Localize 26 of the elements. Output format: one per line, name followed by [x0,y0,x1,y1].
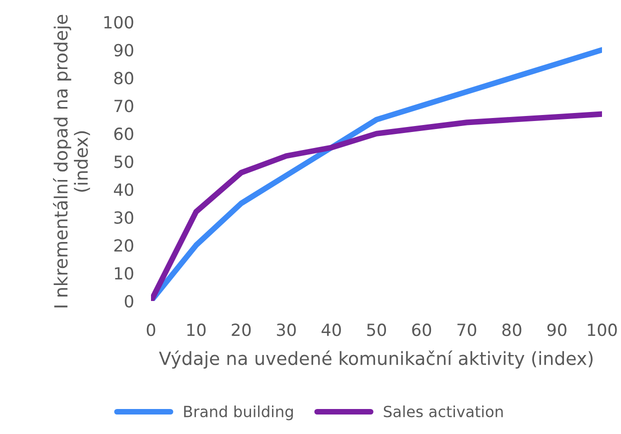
x-tick-label: 10 [187,324,206,336]
y-tick-label: 80 [114,72,134,84]
y-tick-label: 60 [114,128,134,140]
y-tick-label: 20 [114,239,134,252]
y-tick-label: 10 [114,267,134,280]
x-tick-label: 40 [322,324,341,336]
y-tick-label: 40 [114,183,134,196]
y-tick-label: 30 [114,211,134,224]
x-tick-label: 20 [232,324,251,336]
x-tick-label: 70 [457,324,476,336]
y-tick-label: 90 [114,44,134,56]
y-tick-label: 0 [124,294,134,308]
y-tick-label: 70 [114,100,134,112]
x-tick-label: 80 [502,324,522,336]
x-tick-label: 60 [412,324,432,336]
x-tick-label: 50 [367,324,386,336]
x-tick-label: 90 [547,324,566,336]
y-tick-label: 50 [114,155,134,168]
legend-label: Brand building [184,405,293,420]
x-axis-title: Výdaje na uvedené komunikační aktivity (index) [159,350,593,369]
y-axis-title: I nkrementální dopad na prodeje (index) [52,14,90,308]
y-tick-label: 100 [104,16,134,29]
legend-label: Sales activation [384,405,503,418]
x-tick-label: 100 [588,324,617,336]
x-tick-label: 0 [146,324,156,336]
x-tick-label: 30 [276,324,296,336]
